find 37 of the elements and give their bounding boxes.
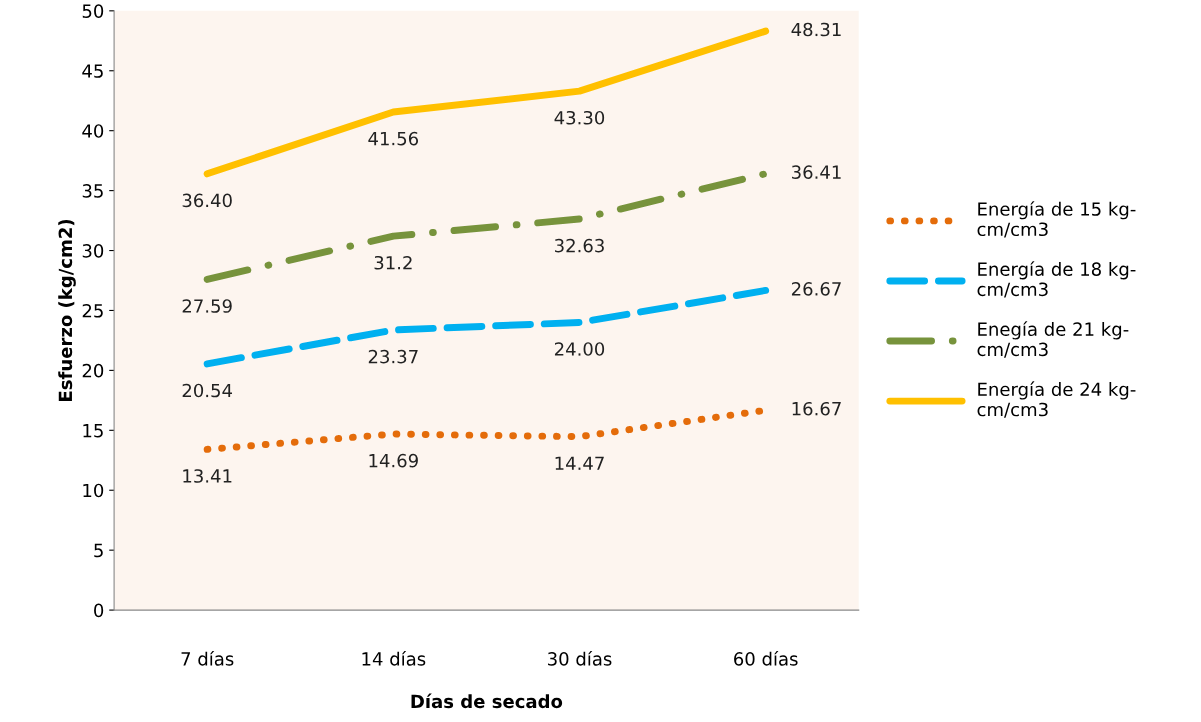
y-tick-label: 45 [82,64,103,78]
x-tick-label: 14 días [362,651,426,666]
x-axis-title: Días de secado [411,693,563,709]
data-label: 24.00 [554,342,605,356]
data-label: 23.37 [368,349,418,364]
y-tick-label: 0 [94,603,104,618]
y-tick-label: 30 [82,243,104,258]
y-tick-label: 35 [82,184,103,198]
x-tick-label: 60 días [734,651,798,666]
data-label: 31.2 [374,255,412,270]
x-tick-label: 7 días [181,651,234,666]
legend-label: Energía de 18 kg- cm/cm3 [977,261,1136,298]
data-label: 32.63 [555,238,604,253]
legend-label: Enegía de 21 kg- cm/cm3 [977,321,1129,358]
data-label: 43.30 [554,110,605,125]
y-tick-label: 20 [82,363,104,378]
y-tick-label: 50 [82,4,104,18]
y-tick-label: 25 [82,303,103,318]
y-tick-label: 10 [83,483,104,498]
legend-label: Energía de 15 kg- cm/cm3 [977,201,1136,238]
data-label: 16.67 [792,401,841,416]
y-tick-label: 5 [94,543,103,558]
y-axis-title: Esfuerzo (kg/cm2) [58,219,76,401]
data-label: 36.40 [182,193,232,208]
legend-label: Energía de 24 kg- cm/cm3 [977,381,1136,418]
data-label: 41.56 [368,131,419,146]
data-label: 14.47 [555,456,604,470]
data-label: 26.67 [791,282,841,296]
x-tick-label: 30 días [548,651,612,666]
data-label: 48.31 [791,22,841,37]
data-label: 14.69 [369,453,418,468]
data-label: 20.54 [182,383,232,398]
y-tick-label: 15 [83,424,103,438]
data-label: 36.41 [792,165,841,179]
data-label: 13.41 [183,469,232,483]
y-tick-label: 40 [82,124,104,138]
data-label: 27.59 [182,299,232,313]
